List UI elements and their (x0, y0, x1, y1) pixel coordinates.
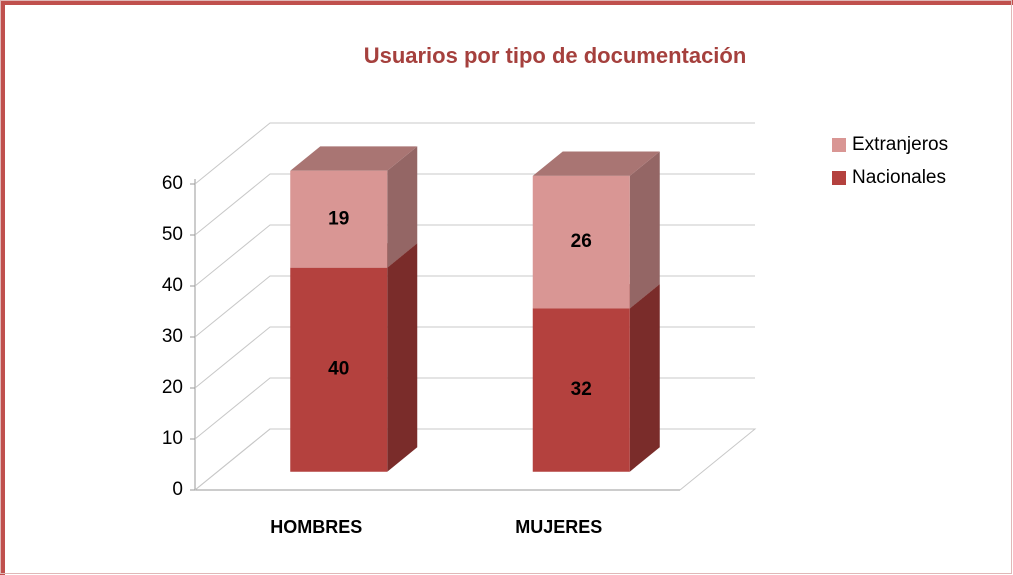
x-tick-label: HOMBRES (270, 517, 362, 537)
y-tick-label: 50 (162, 224, 183, 245)
legend-label: Nacionales (852, 167, 946, 188)
chart-title: Usuarios por tipo de documentación (364, 43, 747, 68)
bar (532, 175, 630, 309)
border-top (0, 0, 1013, 5)
border-left (0, 0, 5, 575)
bar-side (387, 243, 418, 472)
y-tick-label: 60 (162, 173, 183, 194)
bar-top (532, 151, 660, 176)
data-label: 32 (571, 379, 592, 400)
y-tick-label: 10 (162, 428, 183, 449)
legend-label: Extranjeros (852, 134, 948, 155)
bar-side (629, 151, 660, 309)
bar-side (387, 146, 418, 268)
data-label: 40 (328, 359, 349, 380)
y-tick-label: 20 (162, 377, 183, 398)
legend-swatch (832, 138, 846, 152)
y-tick-label: 0 (172, 479, 183, 500)
y-tick-label: 40 (162, 275, 183, 296)
grid-line (194, 122, 755, 185)
legend-swatch (832, 171, 846, 185)
data-label: 19 (328, 208, 349, 229)
bar-side (629, 284, 660, 472)
bar-top (290, 146, 418, 171)
bar (290, 170, 388, 268)
x-tick-label: MUJERES (515, 517, 602, 537)
y-tick-label: 30 (162, 326, 183, 347)
bar (532, 308, 630, 472)
bar (290, 267, 388, 472)
data-label: 26 (571, 231, 592, 252)
